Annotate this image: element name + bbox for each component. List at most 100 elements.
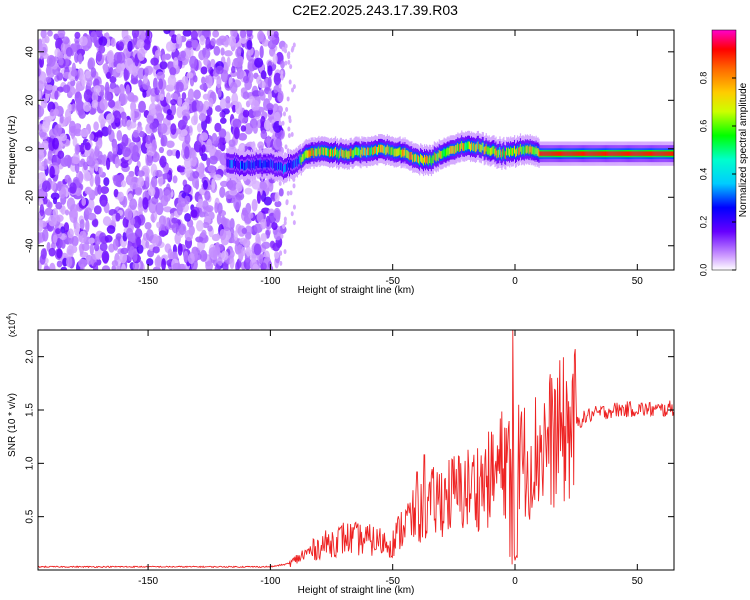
heatmap-signal-cell: [361, 146, 363, 155]
heatmap-signal-cell: [395, 149, 397, 157]
heatmap-noise-cell: [260, 262, 267, 270]
heatmap-signal-cell: [277, 163, 279, 172]
heatmap-noise-cell: [191, 149, 197, 160]
heatmap-noise-cell: [198, 211, 206, 218]
bottom-y-tick-label: 1.0: [25, 456, 36, 470]
heatmap-noise-cell: [138, 79, 143, 89]
heatmap-noise-cell: [219, 98, 227, 110]
heatmap-signal-cell: [657, 151, 660, 156]
heatmap-signal-cell: [438, 149, 440, 158]
heatmap-signal-cell: [412, 154, 414, 163]
heatmap-signal-cell: [636, 151, 638, 156]
heatmap-noise-cell: [215, 37, 224, 46]
heatmap-noise-cell: [78, 53, 83, 65]
heatmap-signal-cell: [496, 150, 498, 159]
heatmap-noise-cell: [166, 140, 175, 149]
heatmap-signal-cell: [538, 149, 540, 158]
heatmap-signal-cell: [379, 144, 382, 153]
heatmap-signal-cell: [409, 152, 411, 161]
heatmap-signal-cell: [226, 158, 228, 167]
heatmap-signal-cell: [418, 155, 420, 164]
heatmap-noise-cell: [161, 54, 166, 62]
heatmap-signal-cell: [507, 148, 509, 156]
heatmap-noise-cell: [233, 230, 238, 241]
heatmap-signal-cell: [654, 151, 657, 156]
heatmap-signal-cell: [452, 145, 454, 154]
heatmap-signal-cell: [488, 146, 490, 154]
heatmap-signal-cell: [467, 141, 469, 150]
heatmap-noise-cell: [245, 202, 252, 215]
heatmap-signal-cell: [316, 148, 318, 157]
heatmap-noise-cell: [137, 170, 145, 177]
heatmap-noise-cell: [114, 156, 120, 169]
heatmap-signal-cell: [287, 159, 290, 168]
heatmap-signal-cell: [499, 146, 501, 155]
heatmap-signal-cell: [410, 151, 412, 160]
heatmap-noise-cell: [94, 163, 99, 172]
heatmap-signal-cell: [327, 148, 329, 157]
heatmap-signal-cell: [662, 151, 664, 156]
heatmap-signal-cell: [312, 147, 314, 156]
heatmap-signal-cell: [270, 158, 272, 167]
bottom-x-axis: -150 -100 -50 0 50: [138, 330, 643, 587]
heatmap-signal-cell: [380, 144, 383, 153]
heatmap-noise-cell: [166, 109, 172, 116]
heatmap-noise-cell: [286, 190, 290, 196]
heatmap-signal-cell: [577, 151, 579, 156]
heatmap-signal-cell: [540, 151, 542, 156]
heatmap-noise-cell: [115, 100, 122, 110]
heatmap-signal-cell: [376, 146, 378, 155]
heatmap-noise-cell: [121, 180, 127, 188]
heatmap-noise-cell: [41, 121, 50, 133]
heatmap-signal-cell: [264, 160, 266, 169]
heatmap-noise-cell: [252, 110, 261, 117]
heatmap-signal-cell: [290, 160, 293, 169]
heatmap-noise-cell: [184, 212, 192, 222]
heatmap-noise-cell: [93, 121, 99, 131]
heatmap-signal-cell: [297, 156, 299, 165]
heatmap-noise-cell: [167, 74, 177, 87]
heatmap-signal-cell: [372, 147, 374, 156]
heatmap-signal-cell: [431, 155, 434, 164]
heatmap-signal-cell: [262, 160, 264, 169]
heatmap-noise-cell: [292, 42, 296, 48]
heatmap-signal-cell: [258, 160, 260, 168]
heatmap-signal-cell: [551, 151, 553, 156]
heatmap-noise-cell: [101, 250, 110, 264]
heatmap-noise-cell: [89, 133, 95, 141]
heatmap-noise-cell: [71, 208, 78, 220]
heatmap-signal-cell: [363, 147, 365, 156]
heatmap-noise-cell: [129, 95, 138, 102]
heatmap-signal-cell: [411, 151, 413, 160]
heatmap-noise-cell: [121, 133, 129, 147]
heatmap-signal-cell: [445, 149, 447, 158]
heatmap-noise-cell: [170, 98, 177, 106]
heatmap-noise-cell: [286, 96, 290, 102]
heatmap-noise-cell: [191, 175, 199, 189]
heatmap-noise-cell: [54, 90, 59, 100]
heatmap-signal-cell: [634, 151, 636, 156]
heatmap-noise-cell: [112, 87, 122, 94]
heatmap-signal-cell: [498, 149, 500, 158]
heatmap-signal-cell: [396, 148, 398, 157]
heatmap-noise-cell: [63, 222, 70, 233]
heatmap-signal-cell: [663, 151, 665, 156]
heatmap-signal-cell: [340, 148, 343, 157]
heatmap-signal-cell: [607, 151, 610, 156]
heatmap-noise-cell: [161, 173, 170, 180]
snr-frame: [37, 329, 675, 571]
heatmap-noise-cell: [125, 227, 134, 240]
heatmap-signal-cell: [590, 151, 592, 156]
heatmap-noise-cell: [90, 30, 98, 43]
heatmap-noise-cell: [247, 71, 254, 84]
heatmap-noise-cell: [280, 74, 284, 80]
heatmap-signal-cell: [560, 151, 563, 156]
colorbar-tick-label: 0.6: [698, 120, 708, 133]
heatmap-noise-cell: [55, 201, 63, 210]
heatmap-noise-cell: [47, 149, 53, 161]
heatmap-signal-cell: [589, 151, 591, 156]
heatmap-signal-cell: [609, 151, 612, 156]
heatmap-signal-cell: [329, 149, 331, 158]
heatmap-noise-cell: [167, 248, 173, 260]
heatmap-noise-cell: [207, 165, 216, 173]
